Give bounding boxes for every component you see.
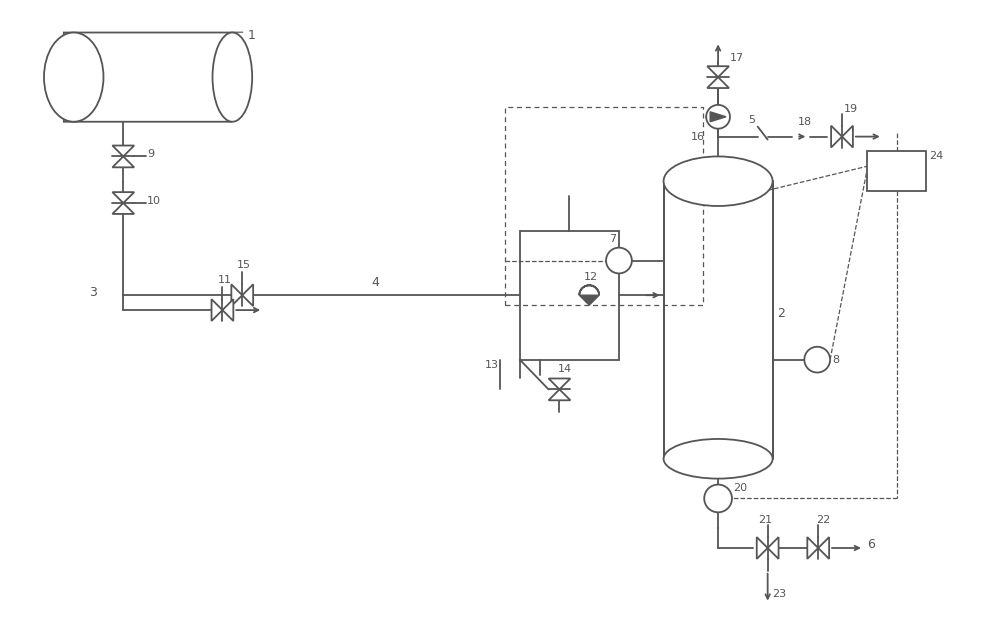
Ellipse shape	[213, 33, 252, 122]
Text: 20: 20	[733, 483, 747, 493]
Text: 11: 11	[217, 275, 231, 285]
Ellipse shape	[664, 439, 773, 479]
Text: 18: 18	[797, 116, 812, 127]
Text: 21: 21	[758, 515, 772, 525]
Polygon shape	[112, 203, 134, 214]
Text: 12: 12	[584, 273, 598, 282]
Text: 3: 3	[89, 286, 96, 299]
Polygon shape	[222, 299, 233, 321]
Bar	[867, 152, 926, 191]
Text: 14: 14	[557, 364, 572, 374]
Polygon shape	[768, 537, 779, 559]
Polygon shape	[112, 192, 134, 203]
Text: 22: 22	[816, 515, 830, 525]
Bar	[664, 181, 773, 459]
Polygon shape	[842, 125, 853, 147]
Text: 15: 15	[237, 260, 251, 271]
Polygon shape	[231, 284, 242, 306]
Text: 17: 17	[730, 53, 744, 63]
FancyBboxPatch shape	[64, 33, 242, 122]
Circle shape	[804, 347, 830, 372]
Bar	[664, 458, 773, 479]
Polygon shape	[710, 112, 726, 122]
Wedge shape	[579, 285, 599, 295]
Circle shape	[606, 248, 632, 273]
Polygon shape	[807, 537, 818, 559]
Polygon shape	[757, 537, 768, 559]
Polygon shape	[212, 299, 222, 321]
Text: 4: 4	[371, 276, 379, 289]
Ellipse shape	[44, 33, 103, 122]
Polygon shape	[112, 156, 134, 167]
Text: 23: 23	[773, 589, 787, 598]
Text: 8: 8	[832, 355, 839, 365]
Bar	[664, 156, 773, 182]
Polygon shape	[549, 389, 570, 400]
Circle shape	[706, 105, 730, 129]
Polygon shape	[818, 537, 829, 559]
Polygon shape	[707, 77, 729, 88]
Text: 9: 9	[147, 149, 154, 159]
Text: 2: 2	[778, 307, 785, 320]
Text: 6: 6	[867, 538, 875, 551]
Text: 13: 13	[485, 360, 499, 369]
Bar	[520, 231, 619, 360]
Polygon shape	[707, 66, 729, 77]
Text: 5: 5	[748, 115, 755, 125]
Text: 10: 10	[147, 196, 161, 206]
Polygon shape	[579, 295, 599, 305]
Polygon shape	[549, 378, 570, 389]
Ellipse shape	[664, 156, 773, 206]
Text: 7: 7	[609, 234, 616, 244]
Text: 19: 19	[844, 104, 858, 114]
Text: 24: 24	[929, 152, 943, 161]
Polygon shape	[112, 145, 134, 156]
Bar	[232, 33, 252, 122]
Polygon shape	[242, 284, 253, 306]
Circle shape	[704, 484, 732, 512]
Text: 16: 16	[690, 132, 704, 141]
Polygon shape	[831, 125, 842, 147]
Text: 1: 1	[247, 29, 255, 42]
